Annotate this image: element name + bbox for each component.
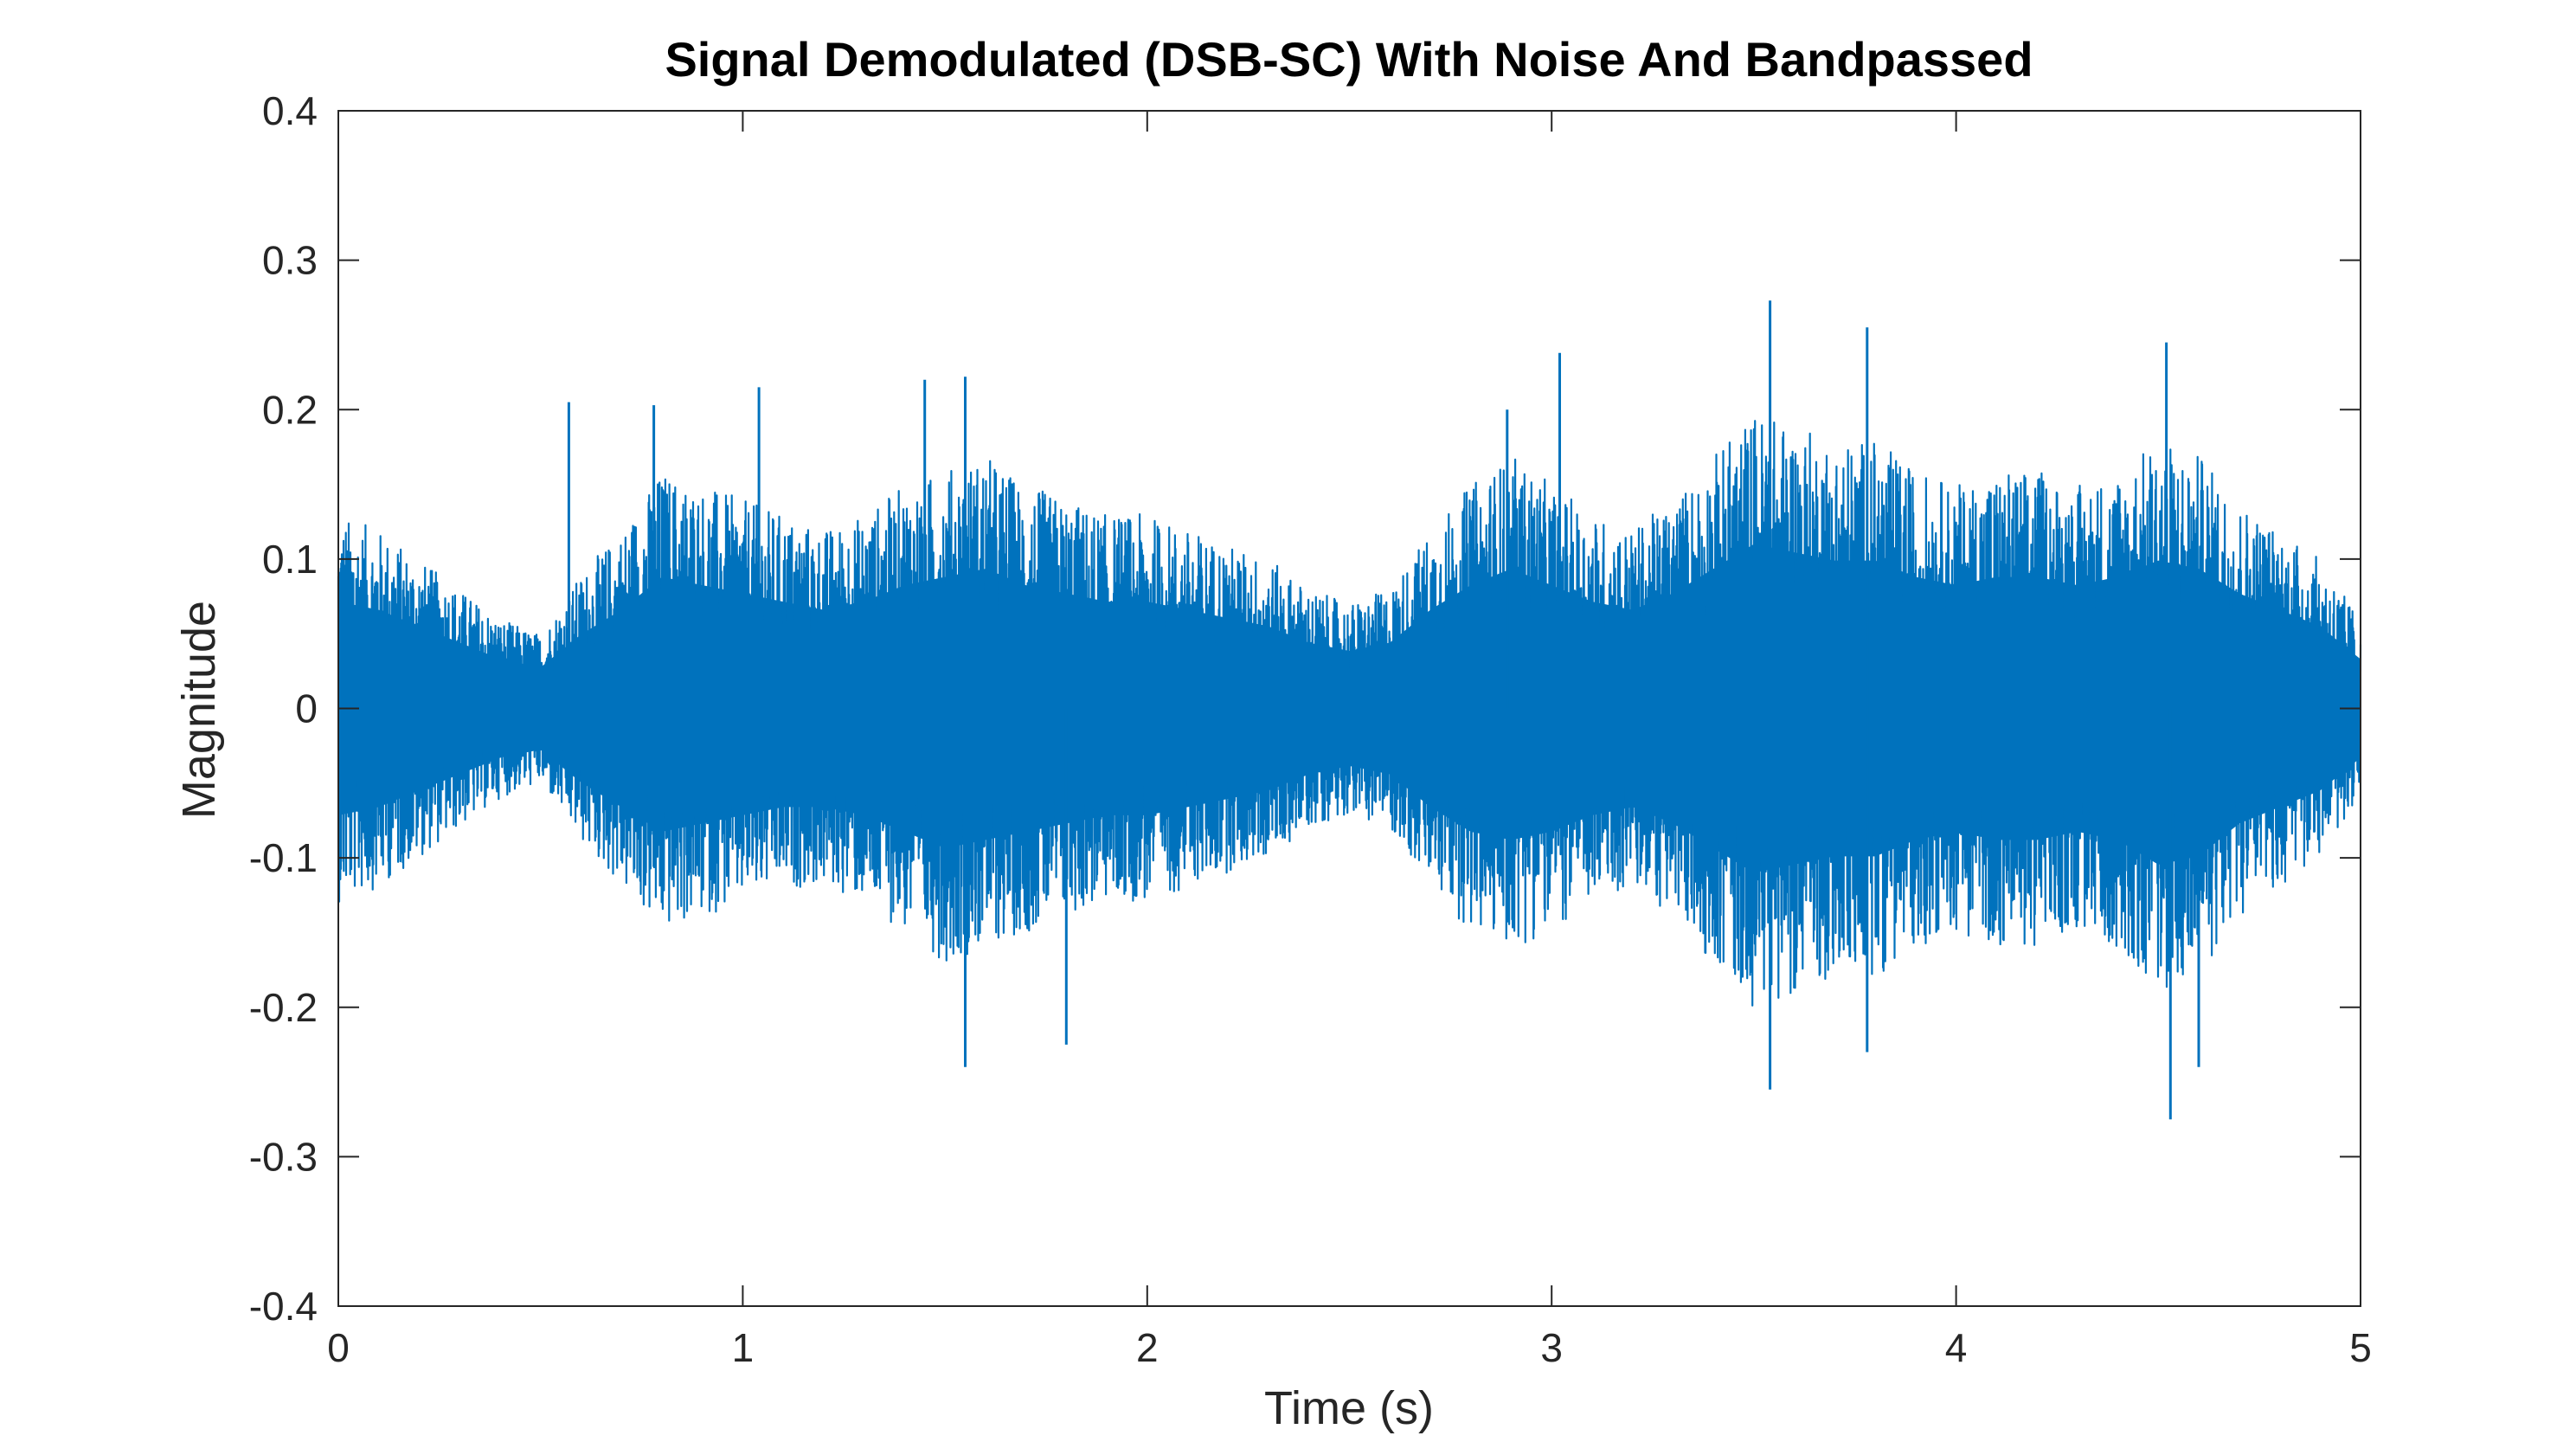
y-axis-label: Magnitude bbox=[173, 601, 225, 819]
y-tick-label: -0.3 bbox=[249, 1134, 318, 1179]
x-tick-label: 4 bbox=[1945, 1325, 1968, 1370]
y-tick-label: -0.4 bbox=[249, 1284, 318, 1329]
y-tick-label: -0.2 bbox=[249, 985, 318, 1030]
axes-layer: 0 1 2 3 4 5 -0.4 -0.3 -0.2 -0.1 0 0.1 0.2 0.3 0.4 bbox=[249, 88, 2372, 1370]
plot-layer bbox=[337, 300, 2362, 1120]
x-tick-label: 2 bbox=[1136, 1325, 1159, 1370]
y-tick-label: 0.3 bbox=[262, 238, 318, 283]
x-tick-label: 5 bbox=[2349, 1325, 2372, 1370]
y-tick-label: 0.1 bbox=[262, 537, 318, 582]
x-tick-label: 1 bbox=[732, 1325, 755, 1370]
y-tick-label: 0.2 bbox=[262, 387, 318, 432]
signal-line bbox=[337, 420, 2362, 1007]
x-tick-label: 0 bbox=[327, 1325, 350, 1370]
y-tick-label: 0.4 bbox=[262, 88, 318, 133]
y-tick-label: -0.1 bbox=[249, 835, 318, 880]
y-tick-label: 0 bbox=[295, 686, 318, 731]
x-axis-label: Time (s) bbox=[1264, 1382, 1434, 1434]
chart-title: Signal Demodulated (DSB-SC) With Noise A… bbox=[665, 32, 2033, 87]
x-tick-label: 3 bbox=[1540, 1325, 1563, 1370]
